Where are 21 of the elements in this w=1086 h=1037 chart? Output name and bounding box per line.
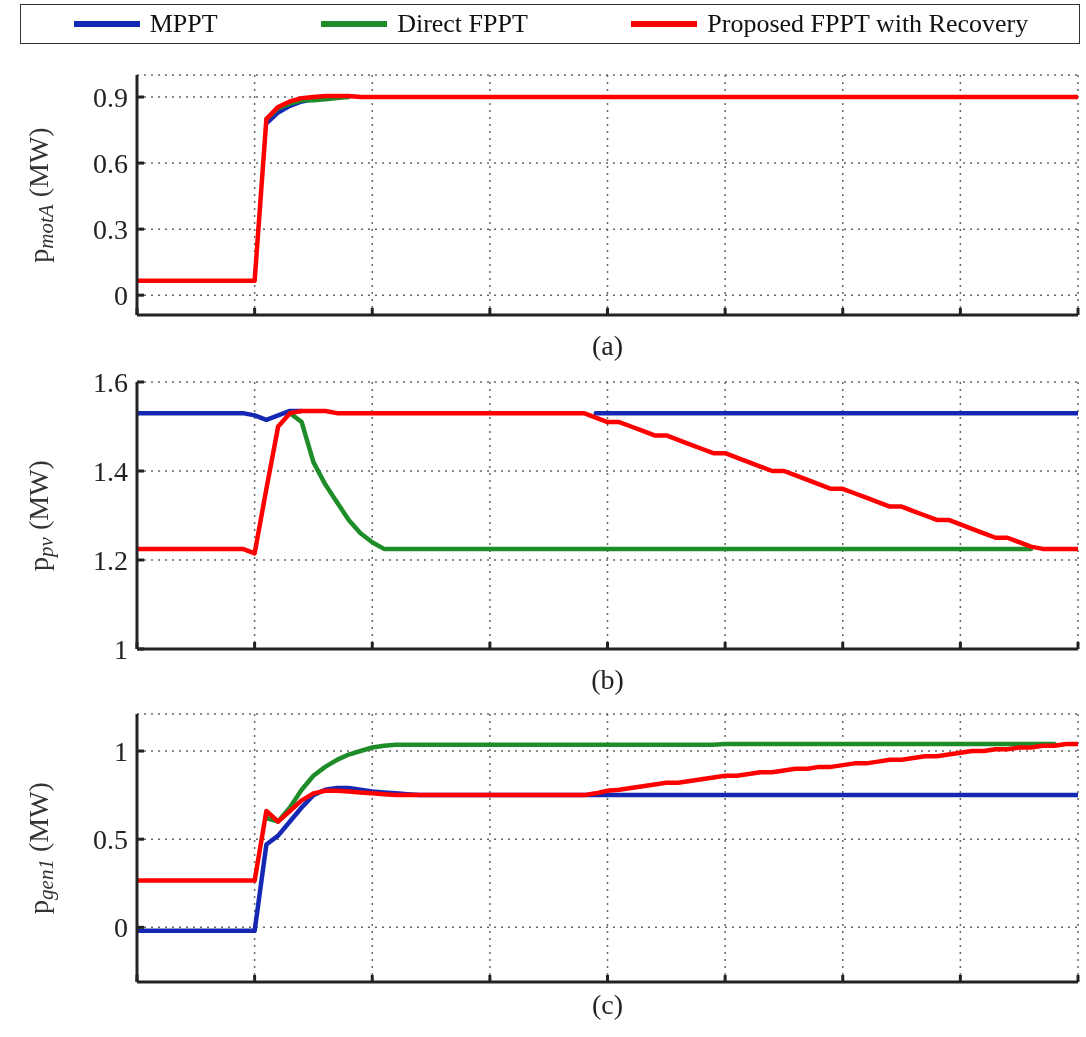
y-tick-label: 0.9 bbox=[93, 81, 128, 113]
y-tick-label: 0.6 bbox=[93, 148, 128, 180]
y-tick-label: 1 bbox=[114, 735, 128, 767]
y-tick-label: 0.3 bbox=[93, 214, 128, 246]
y-tick-label: 0.5 bbox=[93, 824, 128, 856]
y-tick-label: 1.4 bbox=[93, 455, 128, 487]
legend-label: Proposed FPPT with Recovery bbox=[707, 9, 1029, 39]
legend-label: Direct FPPT bbox=[397, 9, 528, 39]
x-axis-title: (c) bbox=[591, 989, 624, 1020]
y-tick-label: 0 bbox=[114, 912, 128, 944]
x-axis-title: (a) bbox=[591, 330, 624, 361]
y-tick-label: 0 bbox=[114, 280, 128, 312]
x-axis-title: (b) bbox=[591, 664, 624, 695]
line-series bbox=[137, 408, 1078, 556]
line-series bbox=[137, 741, 1078, 883]
y-tick-label: 1.2 bbox=[93, 544, 128, 576]
y-tick-label: 1 bbox=[114, 633, 128, 665]
legend-label: MPPT bbox=[149, 9, 218, 39]
line-series bbox=[137, 93, 1078, 284]
line-series bbox=[264, 741, 1057, 824]
y-tick-label: 1.6 bbox=[93, 366, 128, 398]
